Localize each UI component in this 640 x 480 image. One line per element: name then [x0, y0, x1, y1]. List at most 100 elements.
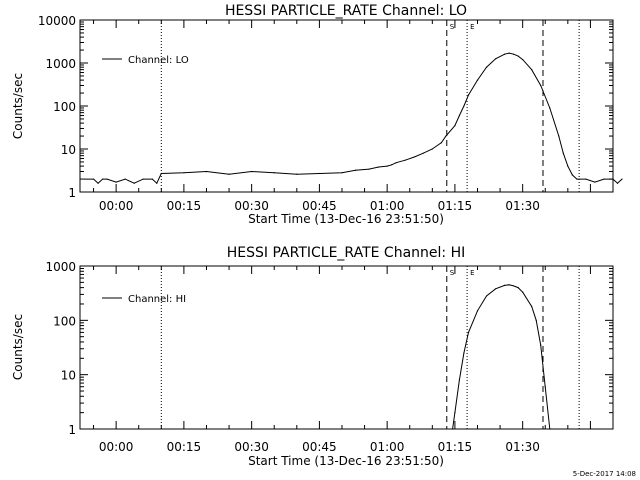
- data-point: [395, 162, 397, 164]
- data-point: [228, 173, 230, 175]
- data-point: [535, 319, 537, 321]
- data-point: [151, 178, 153, 180]
- x-tick-label: 01:00: [370, 199, 405, 213]
- data-point: [445, 135, 447, 137]
- x-tick-label: 00:30: [234, 199, 269, 213]
- y-tick-label: 1: [68, 186, 76, 200]
- panel-lo: HESSI PARTICLE_RATE Channel: LO Start Ti…: [11, 3, 623, 226]
- marker-label-e: E: [470, 269, 474, 277]
- data-point: [467, 331, 470, 333]
- data-point: [296, 173, 298, 175]
- data-point: [452, 428, 454, 430]
- data-point: [440, 142, 442, 144]
- data-point: [454, 125, 456, 127]
- data-point: [508, 284, 510, 286]
- data-point: [494, 288, 497, 290]
- marker-label-s: S: [450, 269, 455, 277]
- x-tick-label: 01:00: [370, 440, 405, 454]
- data-point: [571, 174, 573, 176]
- series-line: [452, 284, 551, 430]
- x-axis-label-lo: Start Time (13-Dec-16 23:51:50): [248, 212, 444, 226]
- chart-title-hi: HESSI PARTICLE_RATE Channel: HI: [227, 245, 465, 261]
- legend-label-hi: Channel: HI: [128, 294, 186, 305]
- x-tick-label: 00:15: [167, 440, 202, 454]
- data-point: [549, 428, 551, 430]
- y-tick-label: 10: [61, 369, 76, 383]
- data-point: [503, 284, 506, 286]
- x-tick-label: 00:15: [167, 199, 202, 213]
- data-point: [562, 152, 564, 154]
- data-point: [476, 310, 479, 312]
- data-point: [612, 178, 614, 180]
- data-point: [508, 52, 510, 54]
- y-tick-label: 100: [53, 314, 76, 328]
- data-point: [318, 172, 320, 175]
- data-point: [458, 114, 461, 117]
- data-point: [463, 105, 465, 107]
- data-point: [386, 165, 388, 167]
- y-tick-label: 1000: [45, 57, 76, 71]
- y-tick-label: 10: [61, 143, 76, 157]
- data-point: [97, 182, 99, 184]
- data-point: [341, 172, 343, 174]
- data-point: [205, 170, 208, 173]
- data-point: [503, 53, 506, 55]
- data-point: [368, 168, 370, 170]
- legend-label-lo: Channel: LO: [128, 55, 189, 66]
- data-point: [531, 69, 533, 71]
- data-point: [354, 169, 357, 171]
- y-tick-label: 1000: [45, 260, 76, 274]
- data-point: [544, 386, 546, 388]
- x-tick-label: 00:45: [302, 440, 337, 454]
- data-point: [467, 94, 470, 96]
- data-point: [413, 156, 415, 158]
- data-point: [522, 58, 524, 61]
- y-axis-label-lo: Counts/sec: [11, 73, 25, 139]
- data-point: [92, 178, 95, 180]
- data-point: [558, 135, 560, 137]
- plot-frame-lo: [79, 19, 614, 193]
- x-tick-label: 01:15: [438, 199, 473, 213]
- data-point: [485, 295, 488, 297]
- data-point: [522, 291, 524, 293]
- data-point: [513, 285, 515, 287]
- legend-lo: Channel: LO: [102, 55, 189, 66]
- data-point: [142, 178, 144, 180]
- data-point: [540, 344, 542, 346]
- data-point: [101, 178, 104, 180]
- y-axis-label-hi: Counts/sec: [11, 314, 25, 380]
- legend-hi: Channel: HI: [102, 294, 186, 305]
- data-point: [463, 352, 465, 354]
- data-point: [391, 164, 393, 166]
- panel-hi: HESSI PARTICLE_RATE Channel: HI Start Ti…: [11, 245, 614, 468]
- data-point: [549, 107, 551, 109]
- data-point: [133, 182, 135, 184]
- data-point: [106, 178, 108, 180]
- data-point: [594, 181, 596, 183]
- data-point: [251, 170, 253, 173]
- data-point: [585, 178, 587, 180]
- data-point: [404, 159, 406, 161]
- data-point: [540, 84, 542, 87]
- data-point: [513, 53, 515, 55]
- data-point: [377, 166, 379, 168]
- data-point: [124, 178, 126, 180]
- x-tick-label: 01:30: [505, 440, 540, 454]
- data-point: [621, 178, 623, 180]
- data-point: [160, 172, 162, 175]
- data-point: [422, 152, 424, 154]
- data-point: [156, 182, 158, 184]
- data-point: [485, 66, 488, 68]
- data-point: [454, 412, 456, 414]
- plot-frame-hi: [79, 265, 614, 430]
- data-point: [517, 55, 519, 57]
- data-point: [616, 182, 619, 184]
- data-point: [183, 172, 185, 174]
- marker-label-s: S: [450, 23, 455, 31]
- x-tick-label: 00:30: [234, 440, 269, 454]
- data-point: [517, 287, 519, 289]
- y-tick-label: 1: [68, 423, 76, 437]
- data-point: [83, 178, 86, 180]
- data-point: [431, 148, 433, 150]
